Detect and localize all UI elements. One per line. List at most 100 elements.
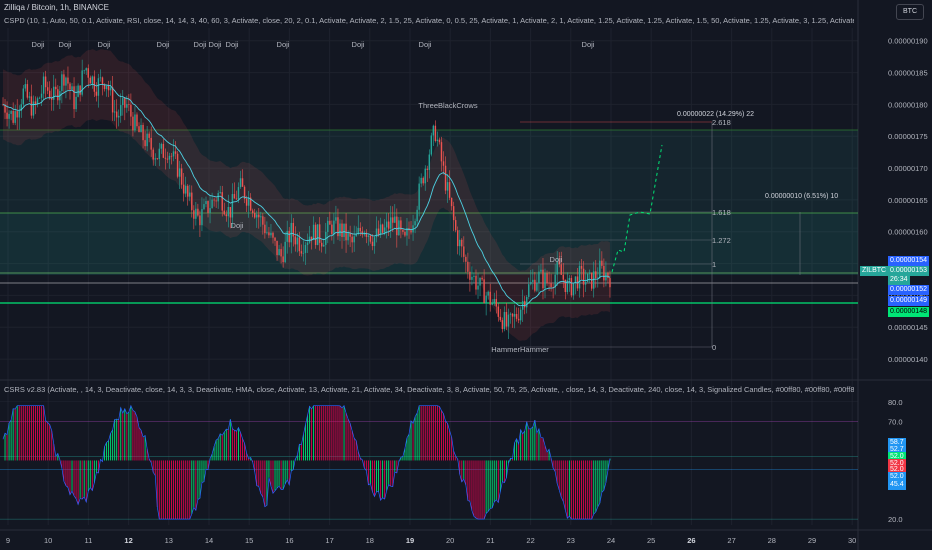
projection-dashed — [611, 144, 663, 273]
candle-body — [607, 272, 609, 279]
candle-body — [499, 316, 502, 321]
candle-body — [144, 140, 146, 147]
fib-level-label: 1.618 — [712, 208, 731, 217]
currency-badge[interactable]: BTC — [896, 4, 924, 20]
candle-body — [276, 240, 278, 256]
candle-body — [156, 158, 158, 160]
candle-body — [513, 314, 516, 317]
csrs-signal — [2, 404, 611, 520]
candle-body — [152, 149, 154, 160]
candle-body — [333, 220, 335, 235]
candle-body — [562, 274, 564, 280]
candle-body — [254, 213, 256, 218]
candle-body — [231, 194, 234, 218]
price-axis[interactable]: 0.00000190 0.00000185 0.00000180 0.00000175… — [888, 37, 928, 364]
price-tick: 0.00000145 — [888, 323, 928, 332]
candle-body — [369, 235, 372, 242]
candle-body — [536, 283, 538, 291]
candle-body — [284, 241, 286, 263]
candle-body — [308, 236, 311, 243]
candle-body — [195, 208, 197, 219]
candle-body — [390, 217, 392, 229]
candle-body — [115, 111, 118, 118]
price-tick: 0.00000165 — [888, 196, 928, 205]
csrs-indicator-label[interactable]: CSRS v2.83 (Activate, , 14, 3, Deactivat… — [4, 385, 854, 394]
candle-body — [51, 98, 53, 100]
candle-body — [392, 217, 394, 223]
candle-body — [209, 208, 211, 213]
candle-body — [487, 291, 489, 296]
price-tag: 0.00000153 — [888, 266, 929, 277]
candle-body — [528, 284, 530, 297]
candle-body — [28, 96, 31, 98]
candle-body — [454, 220, 457, 231]
candle-body — [310, 236, 313, 240]
candle-body — [469, 271, 471, 280]
candle-body — [434, 125, 437, 142]
candle-body — [65, 77, 67, 86]
candle-body — [302, 252, 305, 254]
time-tick: 17 — [325, 536, 333, 545]
candle-body — [282, 256, 284, 263]
candle-body — [61, 74, 63, 92]
candle-body — [341, 223, 343, 238]
candle-body — [128, 104, 130, 105]
candle-body — [359, 227, 361, 232]
candle-body — [38, 97, 41, 99]
candle-body — [428, 154, 431, 170]
candle-body — [540, 269, 542, 272]
candle-body — [268, 232, 270, 236]
candle-body — [264, 224, 266, 234]
time-tick: 24 — [607, 536, 615, 545]
candle-body — [505, 312, 508, 327]
candle-body — [256, 214, 258, 218]
candle-body — [452, 206, 455, 221]
candle-body — [193, 210, 195, 219]
candle-body — [586, 273, 589, 282]
candle-body — [503, 312, 506, 330]
price-tick: 0.00000180 — [888, 100, 928, 109]
candle-body — [142, 124, 144, 141]
candle-body — [572, 283, 575, 296]
candle-body — [290, 222, 292, 243]
candle-body — [426, 168, 428, 170]
candle-body — [300, 251, 303, 254]
symbol-title[interactable]: Zilliqa / Bitcoin, 1h, BINANCE — [4, 3, 109, 12]
candle-body — [550, 283, 552, 288]
time-tick: 27 — [727, 536, 735, 545]
candle-body — [546, 273, 548, 283]
candle-body — [475, 275, 477, 290]
candle-body — [459, 239, 461, 247]
candle-body — [379, 224, 382, 235]
candle-body — [542, 269, 544, 289]
csrs-tag: 58.7 — [888, 438, 906, 449]
time-axis[interactable]: 9 10 11 12 13 14 15 16 17 18 19 20 21 22 23 24 25 26 27 28 2… — [6, 536, 856, 545]
candle-body — [406, 228, 408, 236]
candle-body — [298, 237, 301, 252]
candle-body — [199, 215, 201, 226]
candle-body — [448, 182, 451, 198]
candle-body — [603, 265, 605, 281]
candle-body — [599, 260, 601, 278]
csrs-tag: 52.0 — [888, 465, 906, 476]
candle-body — [424, 168, 426, 184]
doji-label: Doji — [59, 40, 72, 49]
cspd-indicator-label[interactable]: CSPD (10, 1, Auto, 50, 0.1, Activate, RS… — [4, 16, 854, 25]
candle-body — [365, 232, 368, 237]
candle-body — [111, 87, 114, 113]
candle-body — [182, 184, 185, 194]
candle-body — [154, 158, 156, 160]
candle-body — [570, 278, 573, 296]
candle-body — [430, 135, 433, 155]
candle-body — [306, 242, 309, 245]
candle-body — [294, 236, 297, 245]
time-tick: 9 — [6, 536, 10, 545]
time-tick: 20 — [446, 536, 454, 545]
candle-body — [323, 244, 325, 247]
candle-body — [132, 116, 134, 131]
candle-body — [375, 228, 378, 238]
candle-body — [477, 285, 479, 290]
candle-body — [249, 197, 252, 211]
